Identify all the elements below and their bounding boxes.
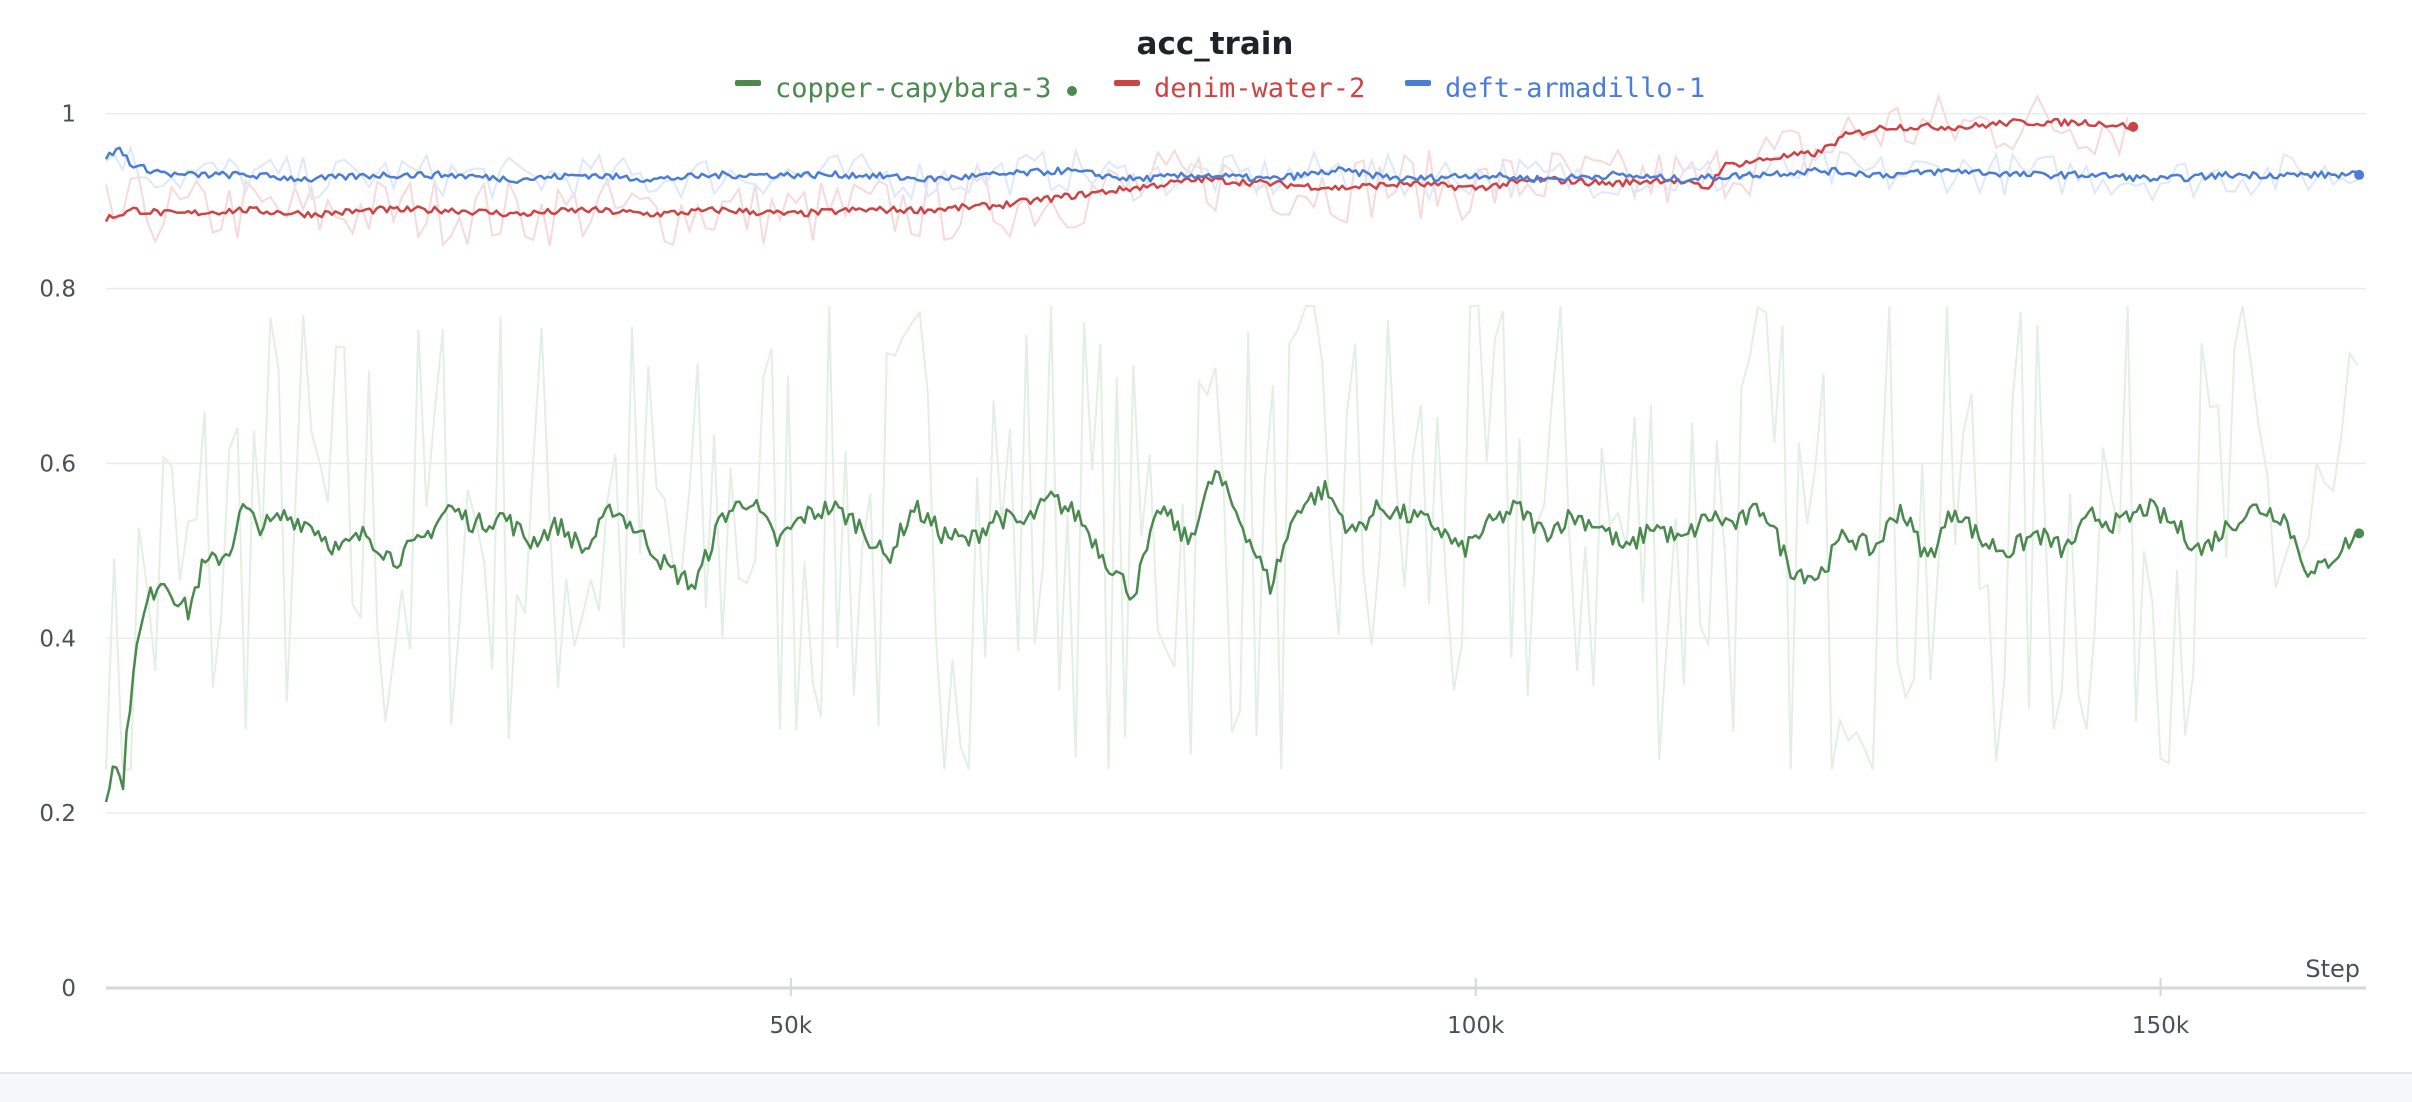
y-tick-label: 0.2 [39,801,76,827]
legend-label: copper-capybara-3 [775,73,1051,104]
legend-swatch [1405,80,1431,86]
grid-lines [106,112,2366,814]
y-tick-label: 0 [61,976,76,1002]
raw-series-line [105,92,2129,248]
x-tick-label: 50k [770,1013,813,1039]
series-line[interactable] [104,146,2360,185]
x-tick-label: 150k [2132,1013,2190,1039]
y-tick-label: 0.4 [39,626,76,652]
legend-swatch [1114,80,1140,86]
active-run-indicator [1067,86,1077,96]
chart-legend: copper-capybara-3 denim-water-2 deft-armad… [735,73,1705,104]
legend-item[interactable]: copper-capybara-3 [735,73,1077,104]
x-axis: 50k 100k 150k [106,978,2366,1039]
legend-label: deft-armadillo-1 [1445,73,1705,104]
x-tick-label: 100k [1447,1013,1505,1039]
panel-footer [0,1072,2412,1102]
x-axis-label: Step [2305,955,2360,983]
legend-label: denim-water-2 [1154,73,1365,104]
chart-title: acc_train [1137,26,1294,62]
y-tick-label: 1 [61,102,76,128]
series-end-marker [2354,169,2365,180]
raw-series-line [105,144,2359,203]
series-layer [104,117,2365,803]
y-axis-ticks: 0 0.2 0.4 0.6 0.8 1 [39,102,76,1002]
y-tick-label: 0.6 [39,451,76,477]
raw-series-layer [105,92,2359,771]
series-end-marker [2128,121,2139,132]
line-chart: acc_train copper-capybara-3 denim-water-2… [39,26,2366,1039]
series-line[interactable] [104,469,2360,803]
legend-item[interactable]: deft-armadillo-1 [1405,73,1705,104]
y-tick-label: 0.8 [39,277,76,303]
series-end-marker [2354,528,2365,539]
legend-swatch [735,80,761,86]
raw-series-line [105,305,2359,771]
series-line[interactable] [104,117,2135,223]
legend-item[interactable]: denim-water-2 [1114,73,1365,104]
chart-panel: acc_train copper-capybara-3 denim-water-2… [39,26,2366,1039]
